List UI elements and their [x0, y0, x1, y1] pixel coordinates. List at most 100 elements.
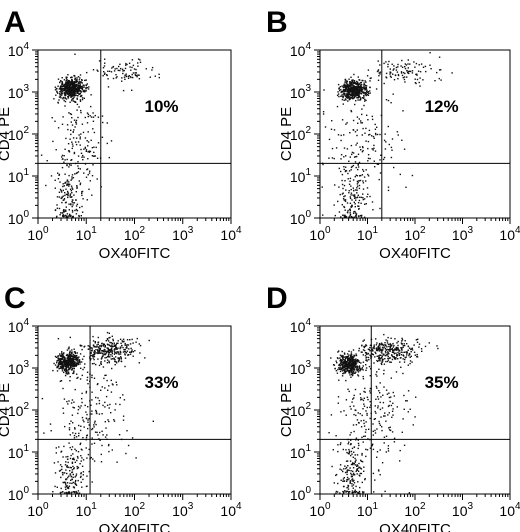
- event-dot: [386, 342, 389, 344]
- event-dot: [116, 67, 118, 70]
- event-dot: [69, 473, 71, 475]
- event-dot: [71, 83, 73, 85]
- event-dot: [72, 372, 74, 375]
- event-dot: [359, 97, 362, 100]
- event-dot: [434, 80, 436, 82]
- event-dot: [349, 210, 351, 212]
- event-dot: [353, 473, 356, 476]
- event-dot: [56, 207, 59, 209]
- event-dot: [71, 211, 74, 213]
- event-dot: [420, 63, 423, 65]
- event-dot: [346, 368, 348, 370]
- event-dot: [344, 368, 346, 371]
- event-dot: [353, 201, 355, 203]
- event-dot: [68, 203, 70, 205]
- event-dot: [364, 355, 367, 357]
- event-dot: [69, 360, 71, 362]
- event-dot: [379, 408, 382, 411]
- event-dot: [390, 76, 392, 78]
- event-dot: [93, 146, 95, 148]
- event-dot: [60, 354, 63, 356]
- event-dot: [393, 437, 396, 439]
- event-dot: [67, 461, 69, 464]
- event-dot: [78, 106, 80, 108]
- event-dot: [377, 396, 379, 398]
- event-dot: [59, 92, 61, 95]
- event-dot: [80, 81, 82, 83]
- event-dot: [62, 98, 64, 100]
- event-dot: [355, 83, 358, 85]
- event-dot: [75, 141, 77, 143]
- event-dot: [362, 198, 364, 201]
- event-dot: [72, 84, 74, 86]
- event-dot: [110, 391, 113, 393]
- event-dot: [359, 196, 361, 198]
- x-tick-label: 104: [499, 225, 520, 243]
- event-dot: [66, 79, 68, 81]
- event-dot: [86, 485, 88, 487]
- event-dot: [373, 347, 375, 350]
- event-dot: [41, 397, 44, 400]
- panel-label: C: [4, 282, 26, 315]
- event-dot: [373, 344, 375, 346]
- event-dot: [120, 351, 122, 353]
- event-dot: [347, 366, 349, 368]
- event-dot: [397, 358, 399, 360]
- event-dot: [114, 360, 116, 363]
- event-dot: [97, 341, 99, 344]
- event-dot: [379, 357, 382, 359]
- event-dot: [81, 98, 84, 101]
- event-dot: [72, 361, 74, 363]
- event-dot: [347, 388, 349, 390]
- event-dot: [73, 486, 75, 488]
- event-dot: [348, 216, 351, 218]
- event-dot: [59, 95, 62, 98]
- event-dot: [93, 151, 95, 154]
- event-dot: [65, 209, 67, 211]
- event-dot: [401, 74, 404, 77]
- event-dot: [71, 491, 73, 493]
- event-dot: [377, 79, 380, 81]
- event-dot: [374, 166, 376, 168]
- y-tick-label: 103: [290, 359, 312, 377]
- event-dot: [131, 89, 133, 91]
- event-dot: [354, 362, 356, 364]
- event-dot: [73, 437, 76, 439]
- x-tick-label: 104: [220, 501, 242, 519]
- event-dot: [355, 213, 357, 215]
- event-dot: [90, 105, 92, 108]
- event-dot: [367, 157, 370, 160]
- event-dot: [349, 88, 352, 90]
- event-dot: [350, 408, 352, 410]
- event-dot: [95, 410, 98, 413]
- event-dot: [389, 73, 391, 75]
- event-dot: [345, 89, 347, 91]
- event-dot: [60, 380, 63, 382]
- event-dot: [81, 156, 83, 158]
- event-dot: [103, 73, 106, 75]
- event-dot: [108, 407, 110, 409]
- event-dot: [67, 81, 69, 83]
- event-dot: [110, 379, 112, 382]
- event-dot: [354, 82, 356, 85]
- event-dot: [75, 119, 78, 122]
- event-dot: [101, 350, 103, 352]
- event-dot: [62, 211, 65, 213]
- event-dot: [72, 358, 74, 360]
- event-dot: [366, 359, 368, 361]
- event-dot: [93, 358, 95, 361]
- event-dot: [121, 80, 123, 82]
- event-dot: [65, 456, 67, 458]
- event-dot: [113, 70, 116, 72]
- event-dot: [64, 182, 66, 184]
- event-dot: [355, 369, 357, 371]
- event-dot: [341, 370, 344, 372]
- event-dot: [61, 367, 64, 370]
- event-dot: [61, 82, 63, 85]
- event-dot: [91, 347, 93, 349]
- event-dot: [394, 338, 396, 340]
- event-dot: [378, 470, 380, 472]
- event-dot: [130, 347, 132, 350]
- event-dot: [346, 91, 348, 93]
- event-dot: [56, 360, 58, 362]
